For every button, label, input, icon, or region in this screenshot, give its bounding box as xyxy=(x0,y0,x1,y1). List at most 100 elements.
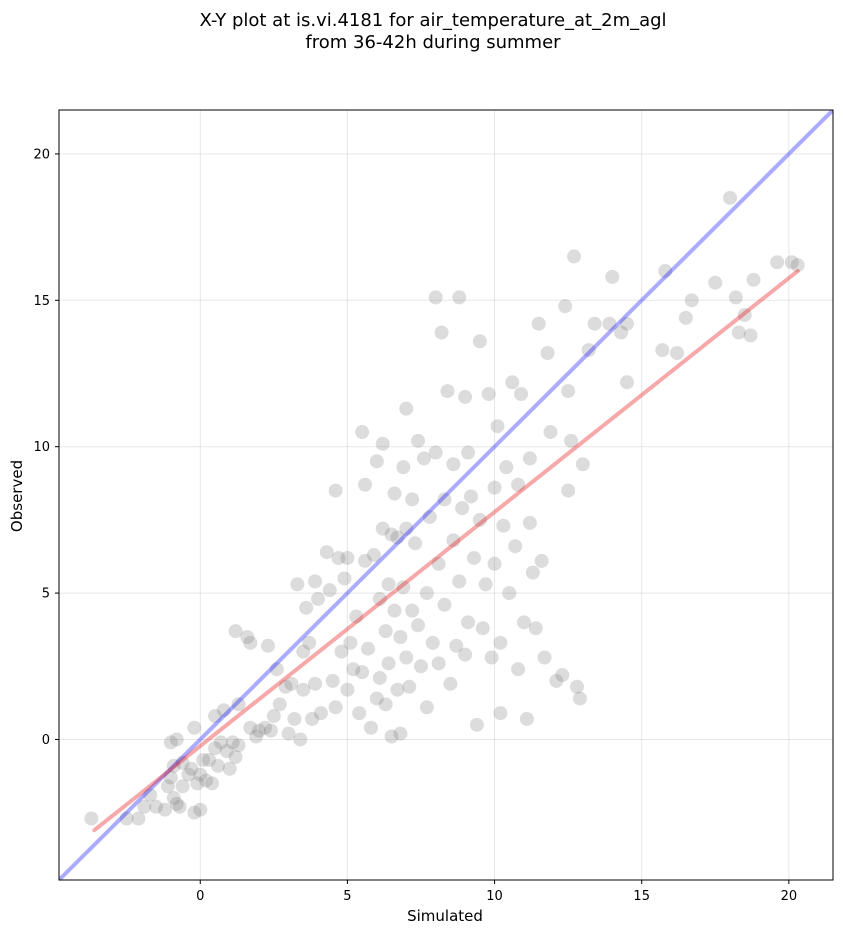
y-axis-label: Observed xyxy=(8,460,26,532)
data-point xyxy=(228,750,243,765)
regression-line xyxy=(92,269,800,833)
data-point xyxy=(502,586,517,601)
data-point xyxy=(658,264,673,279)
data-point xyxy=(278,679,293,694)
data-point xyxy=(478,577,493,592)
data-point xyxy=(402,679,417,694)
data-point xyxy=(193,802,208,817)
data-point xyxy=(411,433,426,448)
data-point xyxy=(670,346,685,361)
data-point xyxy=(205,776,220,791)
data-point xyxy=(464,489,479,504)
data-point xyxy=(190,776,205,791)
data-point xyxy=(449,638,464,653)
data-point xyxy=(431,556,446,571)
data-point xyxy=(678,310,693,325)
data-point xyxy=(446,457,461,472)
grid-lines xyxy=(59,110,833,880)
data-point xyxy=(567,249,582,264)
data-point xyxy=(369,454,384,469)
data-point xyxy=(296,644,311,659)
data-point xyxy=(384,729,399,744)
chart-title-line-1: X-Y plot at is.vi.4181 for air_temperatu… xyxy=(199,10,666,31)
data-point xyxy=(219,744,234,759)
data-point xyxy=(655,343,670,358)
data-point xyxy=(207,709,222,724)
axis-ticks: 0 5 10 15 20 0 5 10 15 20 xyxy=(33,147,797,904)
data-point xyxy=(225,735,240,750)
data-point xyxy=(619,375,634,390)
data-point xyxy=(455,501,470,516)
data-point xyxy=(325,673,340,688)
data-point xyxy=(396,460,411,475)
data-point xyxy=(175,779,190,794)
data-point xyxy=(378,624,393,639)
data-point xyxy=(399,650,414,665)
data-point xyxy=(260,638,275,653)
data-point xyxy=(310,591,325,606)
data-point xyxy=(522,451,537,466)
data-point xyxy=(587,316,602,331)
data-point xyxy=(519,711,534,726)
data-point xyxy=(308,676,323,691)
data-point xyxy=(387,603,402,618)
data-point xyxy=(216,703,231,718)
data-point xyxy=(440,384,455,399)
data-point xyxy=(399,521,414,536)
data-point xyxy=(443,676,458,691)
data-point xyxy=(302,635,317,650)
data-point xyxy=(522,515,537,530)
data-point xyxy=(361,641,376,656)
data-point xyxy=(372,591,387,606)
y-tick-label: 15 xyxy=(33,294,50,309)
data-point xyxy=(431,656,446,671)
data-point xyxy=(131,811,146,826)
data-point xyxy=(381,656,396,671)
data-point xyxy=(240,629,255,644)
data-point xyxy=(422,509,437,524)
data-point xyxy=(605,269,620,284)
data-point xyxy=(243,720,258,735)
data-point xyxy=(287,711,302,726)
data-point xyxy=(387,486,402,501)
data-point xyxy=(281,726,296,741)
data-point xyxy=(363,720,378,735)
data-point xyxy=(263,723,278,738)
y-tick-label: 10 xyxy=(33,440,50,455)
data-point xyxy=(722,190,737,205)
data-point xyxy=(319,545,334,560)
data-point xyxy=(411,618,426,633)
data-point xyxy=(119,811,134,826)
data-point xyxy=(393,629,408,644)
data-point xyxy=(561,483,576,498)
data-point xyxy=(490,419,505,434)
data-point xyxy=(487,480,502,495)
data-point xyxy=(731,325,746,340)
data-point xyxy=(175,755,190,770)
data-point xyxy=(266,709,281,724)
data-point xyxy=(564,433,579,448)
data-point xyxy=(746,272,761,287)
data-point xyxy=(572,691,587,706)
data-point xyxy=(405,492,420,507)
data-point xyxy=(184,761,199,776)
data-point xyxy=(202,752,217,767)
data-point xyxy=(358,553,373,568)
data-point xyxy=(137,799,152,814)
data-point xyxy=(172,799,187,814)
data-point xyxy=(790,258,805,273)
data-point xyxy=(416,451,431,466)
data-point xyxy=(511,477,526,492)
data-point xyxy=(405,603,420,618)
data-point xyxy=(334,644,349,659)
x-tick-label: 0 xyxy=(196,889,204,904)
data-point xyxy=(784,255,799,270)
data-point xyxy=(446,533,461,548)
data-point xyxy=(461,615,476,630)
data-point xyxy=(399,401,414,416)
data-point xyxy=(369,691,384,706)
data-point xyxy=(396,580,411,595)
data-point xyxy=(452,290,467,305)
data-point xyxy=(305,711,320,726)
data-point xyxy=(511,662,526,677)
